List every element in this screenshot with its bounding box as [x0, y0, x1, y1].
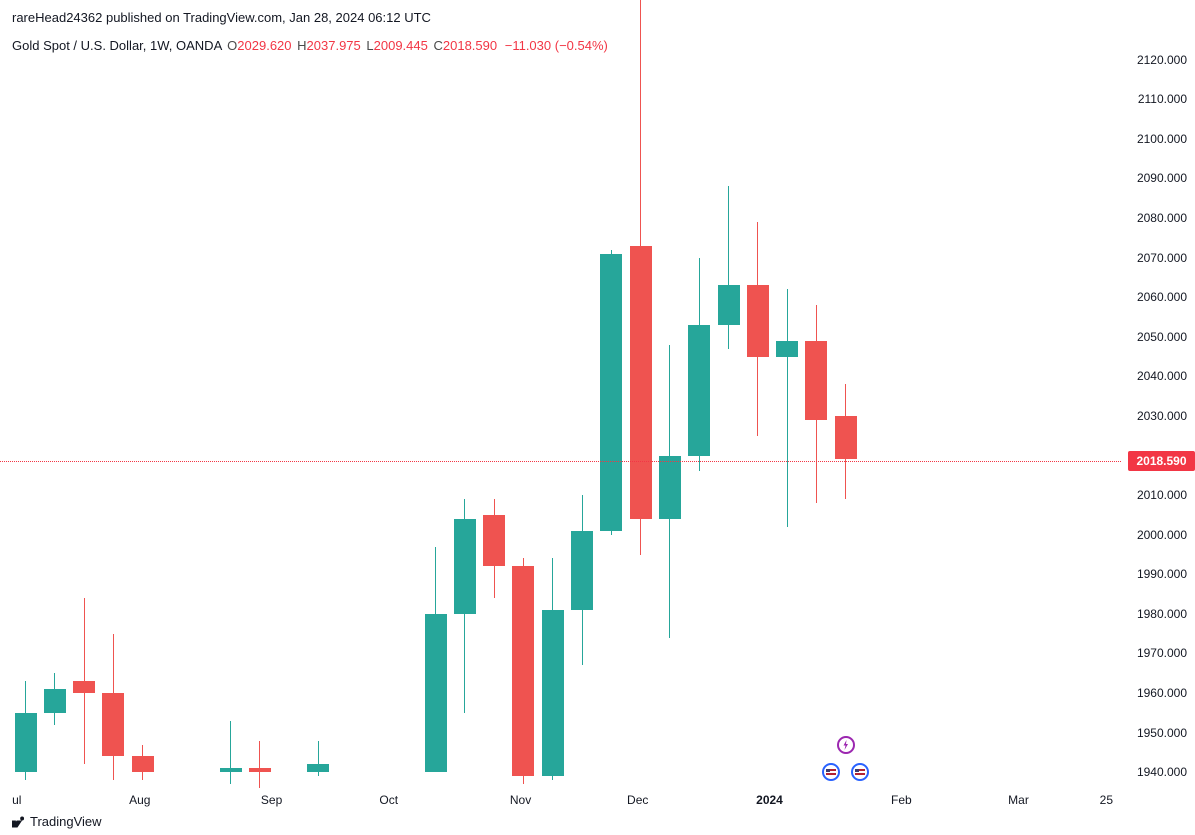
x-tick-label: Oct [379, 793, 398, 807]
candle-body [805, 341, 827, 420]
x-tick-label: Aug [129, 793, 150, 807]
y-tick-label: 2000.000 [1137, 528, 1187, 542]
candle-wick [259, 741, 260, 789]
y-tick-label: 2070.000 [1137, 251, 1187, 265]
candle-wick [787, 289, 788, 527]
tradingview-label: TradingView [30, 814, 102, 829]
x-axis: ul Aug Sep Oct Nov Dec 2024 Feb Mar 25 [8, 793, 1121, 813]
candle-body [688, 325, 710, 456]
candle-body [571, 531, 593, 610]
last-price-tag: 2018.590 [1128, 451, 1195, 471]
candle-body [512, 566, 534, 776]
candle-wick [230, 721, 231, 784]
candle-body [220, 768, 242, 772]
y-tick-label: 2040.000 [1137, 369, 1187, 383]
candle-body [747, 285, 769, 356]
x-tick-label: Nov [510, 793, 531, 807]
candle-body [600, 254, 622, 531]
earnings-event-icon[interactable] [837, 736, 855, 754]
dividend-event-icon[interactable] [851, 763, 869, 781]
y-tick-label: 2030.000 [1137, 409, 1187, 423]
y-tick-label: 1980.000 [1137, 607, 1187, 621]
candle-body [102, 693, 124, 756]
y-tick-label: 2120.000 [1137, 53, 1187, 67]
x-tick-label: Mar [1008, 793, 1029, 807]
candle-body [425, 614, 447, 772]
x-tick-label: 2024 [756, 793, 783, 807]
last-price-line [0, 461, 1121, 462]
candle-body [718, 285, 740, 325]
candle-body [630, 246, 652, 519]
candle-body [776, 341, 798, 357]
y-tick-label: 2050.000 [1137, 330, 1187, 344]
y-tick-label: 1940.000 [1137, 765, 1187, 779]
y-tick-label: 2110.000 [1138, 92, 1187, 106]
y-axis: 1940.000 1950.000 1960.000 1970.000 1980.000… [1123, 32, 1195, 792]
candle-body [454, 519, 476, 614]
candle-body [132, 756, 154, 772]
dividend-event-icon[interactable] [822, 763, 840, 781]
x-tick-label: Dec [627, 793, 648, 807]
x-tick-label: Feb [891, 793, 912, 807]
y-tick-label: 2090.000 [1137, 171, 1187, 185]
candle-body [15, 713, 37, 772]
y-tick-label: 2060.000 [1137, 290, 1187, 304]
candle-body [835, 416, 857, 460]
x-tick-label: 25 [1100, 793, 1113, 807]
x-tick-label: Sep [261, 793, 282, 807]
y-tick-label: 1970.000 [1137, 646, 1187, 660]
y-tick-label: 2080.000 [1137, 211, 1187, 225]
tradingview-attribution: TradingView [12, 814, 102, 829]
y-tick-label: 2100.000 [1137, 132, 1187, 146]
candle-body [73, 681, 95, 693]
candle-body [483, 515, 505, 566]
candle-body [659, 456, 681, 519]
x-tick-label: ul [12, 793, 21, 807]
candle-body [542, 610, 564, 776]
candle-body [249, 768, 271, 772]
y-tick-label: 2010.000 [1137, 488, 1187, 502]
candlestick-chart[interactable] [8, 32, 1121, 792]
candle-body [307, 764, 329, 772]
candle-body [44, 689, 66, 713]
y-tick-label: 1990.000 [1137, 567, 1187, 581]
tradingview-logo-icon [12, 815, 26, 829]
y-tick-label: 1950.000 [1137, 726, 1187, 740]
publish-info: rareHead24362 published on TradingView.c… [12, 10, 431, 25]
y-tick-label: 1960.000 [1137, 686, 1187, 700]
